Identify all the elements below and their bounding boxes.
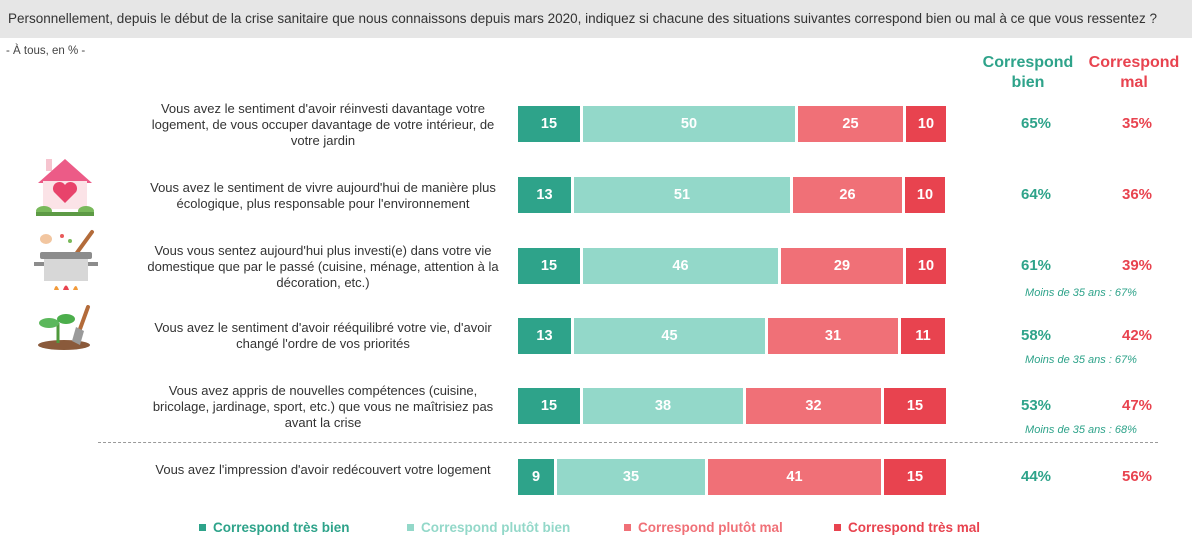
total-correspond-bien: 61% <box>1020 257 1052 274</box>
bar-segment-tres-bien: 13 <box>518 177 571 213</box>
legend-swatch <box>624 524 631 531</box>
bar-segment-tres-mal: 10 <box>906 106 946 142</box>
legend-item-tres-bien: Correspond très bien <box>199 520 350 535</box>
bar-segment-tres-bien: 15 <box>518 388 580 424</box>
legend-label: Correspond très mal <box>848 520 981 535</box>
bar-segment-plutot-mal: 31 <box>768 318 898 354</box>
total-correspond-bien: 64% <box>1020 186 1052 203</box>
question-banner: Personnellement, depuis le début de la c… <box>0 0 1192 38</box>
bar-segment-plutot-mal: 29 <box>781 248 903 284</box>
section-divider <box>98 442 1158 443</box>
row-label: Vous avez le sentiment d'avoir réinvesti… <box>151 101 495 148</box>
bar-segment-tres-bien: 15 <box>518 248 580 284</box>
bar-segment-tres-mal: 10 <box>906 248 946 284</box>
bar-segment-tres-mal: 11 <box>901 318 945 354</box>
bar-segment-plutot-bien: 35 <box>557 459 705 495</box>
legend-swatch <box>407 524 414 531</box>
legend-label: Correspond plutôt mal <box>638 520 783 535</box>
legend-swatch <box>199 524 206 531</box>
total-correspond-mal: 56% <box>1121 468 1153 485</box>
row-label: Vous avez l'impression d'avoir redécouve… <box>155 462 491 477</box>
bar-segment-tres-bien: 15 <box>518 106 580 142</box>
bar-segment-plutot-bien: 46 <box>583 248 778 284</box>
subgroup-note: Moins de 35 ans : 67% <box>1025 287 1137 299</box>
bar-segment-plutot-mal: 25 <box>798 106 903 142</box>
total-correspond-mal: 47% <box>1121 397 1153 414</box>
bar-segment-plutot-bien: 50 <box>583 106 795 142</box>
total-correspond-bien: 53% <box>1020 397 1052 414</box>
bar-segment-tres-bien: 13 <box>518 318 571 354</box>
total-correspond-mal: 39% <box>1121 257 1153 274</box>
house-heart-icon <box>36 159 94 216</box>
total-correspond-bien: 65% <box>1020 115 1052 132</box>
bar-segment-tres-mal: 15 <box>884 388 946 424</box>
bar-segment-plutot-bien: 38 <box>583 388 743 424</box>
row-label: Vous vous sentez aujourd'hui plus invest… <box>147 243 499 290</box>
question-text: Personnellement, depuis le début de la c… <box>8 11 1157 26</box>
legend-label: Correspond plutôt bien <box>421 520 571 535</box>
legend-item-plutot-bien: Correspond plutôt bien <box>407 520 570 535</box>
total-correspond-mal: 35% <box>1121 115 1153 132</box>
row-label: Vous avez le sentiment d'avoir rééquilib… <box>154 320 492 351</box>
legend-item-tres-mal: Correspond très mal <box>834 520 980 535</box>
header-correspond-mal: Correspond mal <box>1088 54 1180 91</box>
bar-segment-tres-mal: 15 <box>884 459 946 495</box>
bar-segment-tres-mal: 10 <box>905 177 945 213</box>
total-correspond-bien: 58% <box>1020 327 1052 344</box>
row-label: Vous avez le sentiment de vivre aujourd'… <box>150 180 496 211</box>
total-correspond-mal: 36% <box>1121 186 1153 203</box>
bar-segment-plutot-bien: 51 <box>574 177 790 213</box>
bar-segment-plutot-mal: 41 <box>708 459 881 495</box>
legend-label: Correspond très bien <box>213 520 350 535</box>
legend-swatch <box>834 524 841 531</box>
subgroup-note: Moins de 35 ans : 67% <box>1025 354 1137 366</box>
base-note: - À tous, en % - <box>6 45 86 57</box>
gardening-trowel-icon <box>38 305 90 350</box>
bar-segment-plutot-mal: 26 <box>793 177 902 213</box>
bar-segment-plutot-mal: 32 <box>746 388 881 424</box>
total-correspond-mal: 42% <box>1121 327 1153 344</box>
cooking-pot-icon <box>34 230 98 290</box>
header-correspond-bien: Correspond bien <box>982 54 1074 91</box>
legend-item-plutot-mal: Correspond plutôt mal <box>624 520 783 535</box>
bar-segment-plutot-bien: 45 <box>574 318 765 354</box>
row-label: Vous avez appris de nouvelles compétence… <box>152 383 494 430</box>
total-correspond-bien: 44% <box>1020 468 1052 485</box>
subgroup-note: Moins de 35 ans : 68% <box>1025 424 1137 436</box>
bar-segment-tres-bien: 9 <box>518 459 554 495</box>
